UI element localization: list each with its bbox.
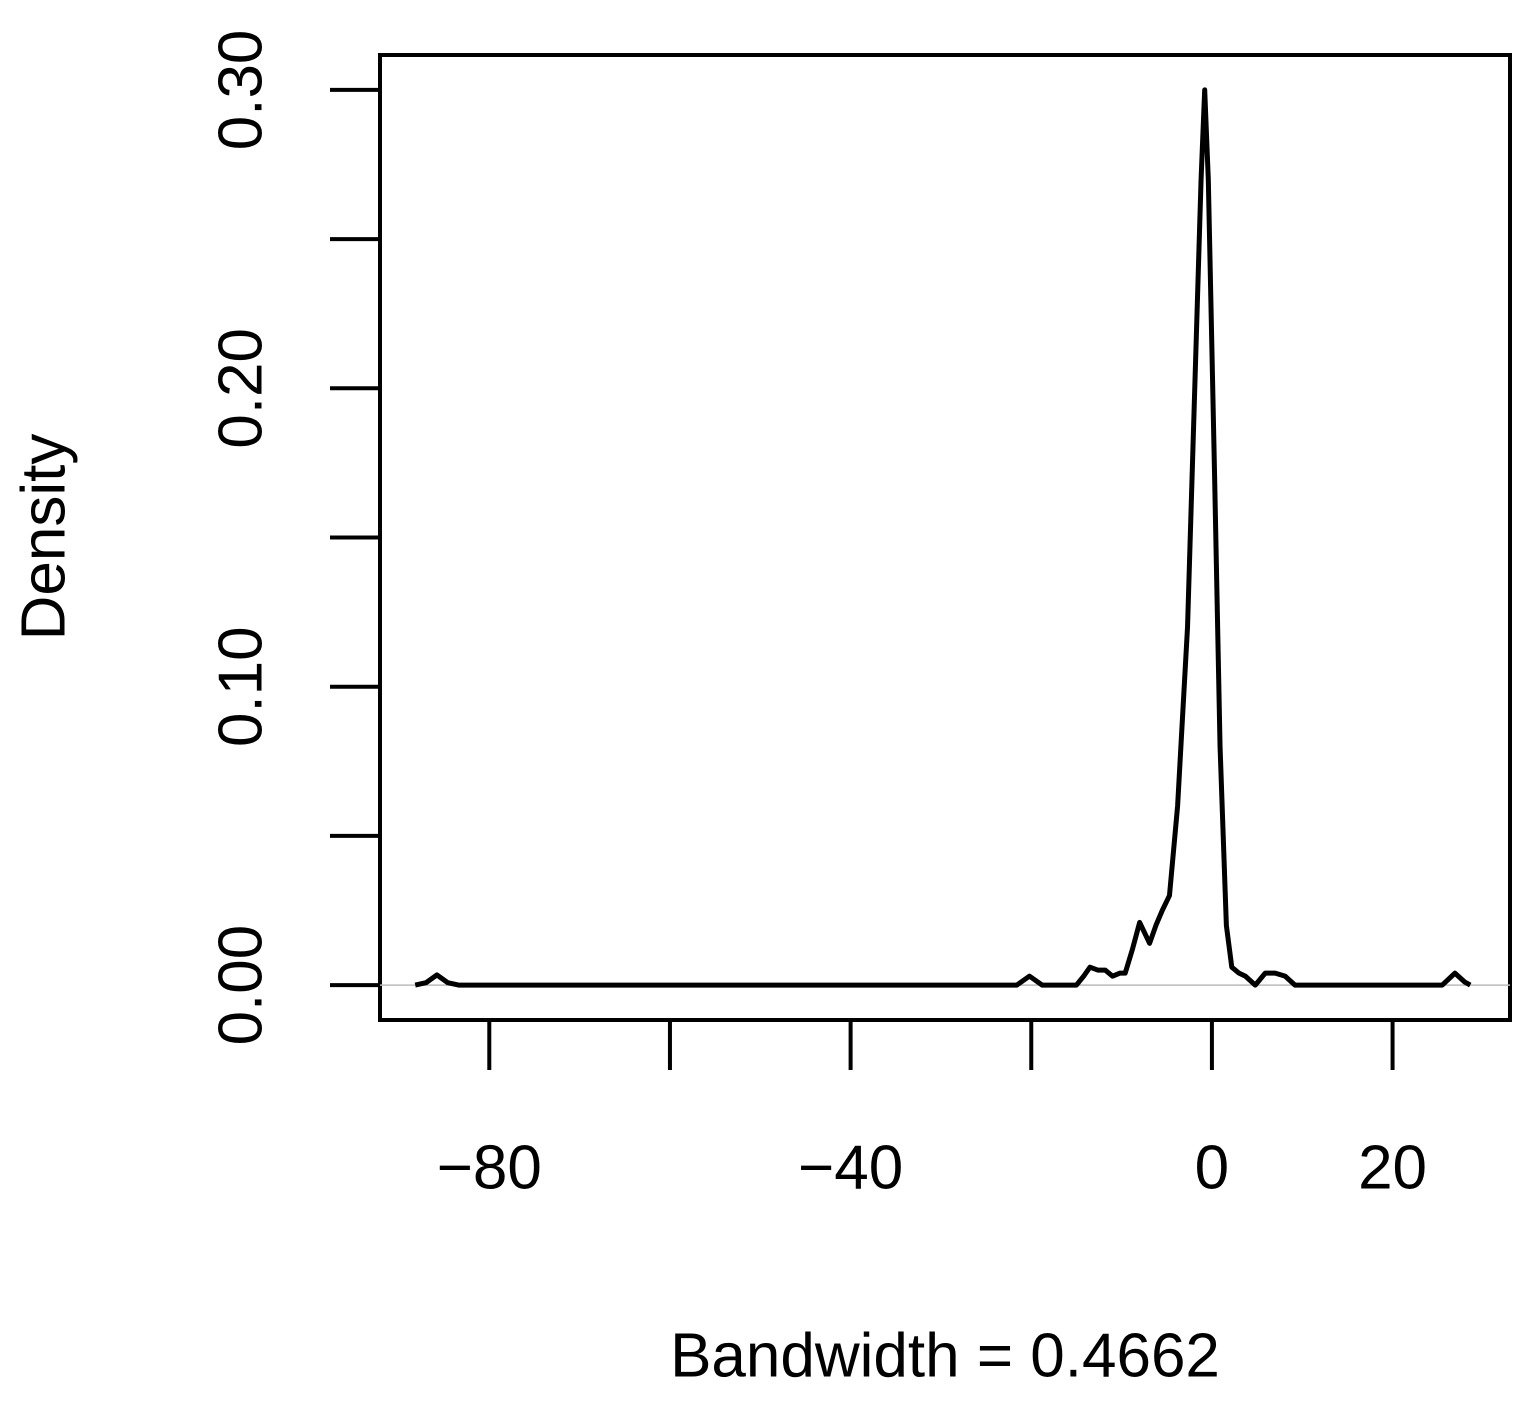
y-tick-label: 0.00 — [206, 925, 275, 1046]
x-tick-label: −80 — [437, 1133, 542, 1202]
y-axis-label: Density — [9, 434, 78, 641]
x-axis-label: Bandwidth = 0.4662 — [670, 1321, 1220, 1390]
x-tick-label: 20 — [1358, 1133, 1427, 1202]
y-tick-label: 0.30 — [206, 30, 275, 151]
x-tick-label: 0 — [1195, 1133, 1229, 1202]
y-tick-label: 0.20 — [206, 328, 275, 449]
plot-box — [378, 53, 1512, 1022]
x-tick-label: −40 — [798, 1133, 903, 1202]
y-tick-label: 0.10 — [206, 626, 275, 747]
density-line — [414, 87, 1472, 988]
